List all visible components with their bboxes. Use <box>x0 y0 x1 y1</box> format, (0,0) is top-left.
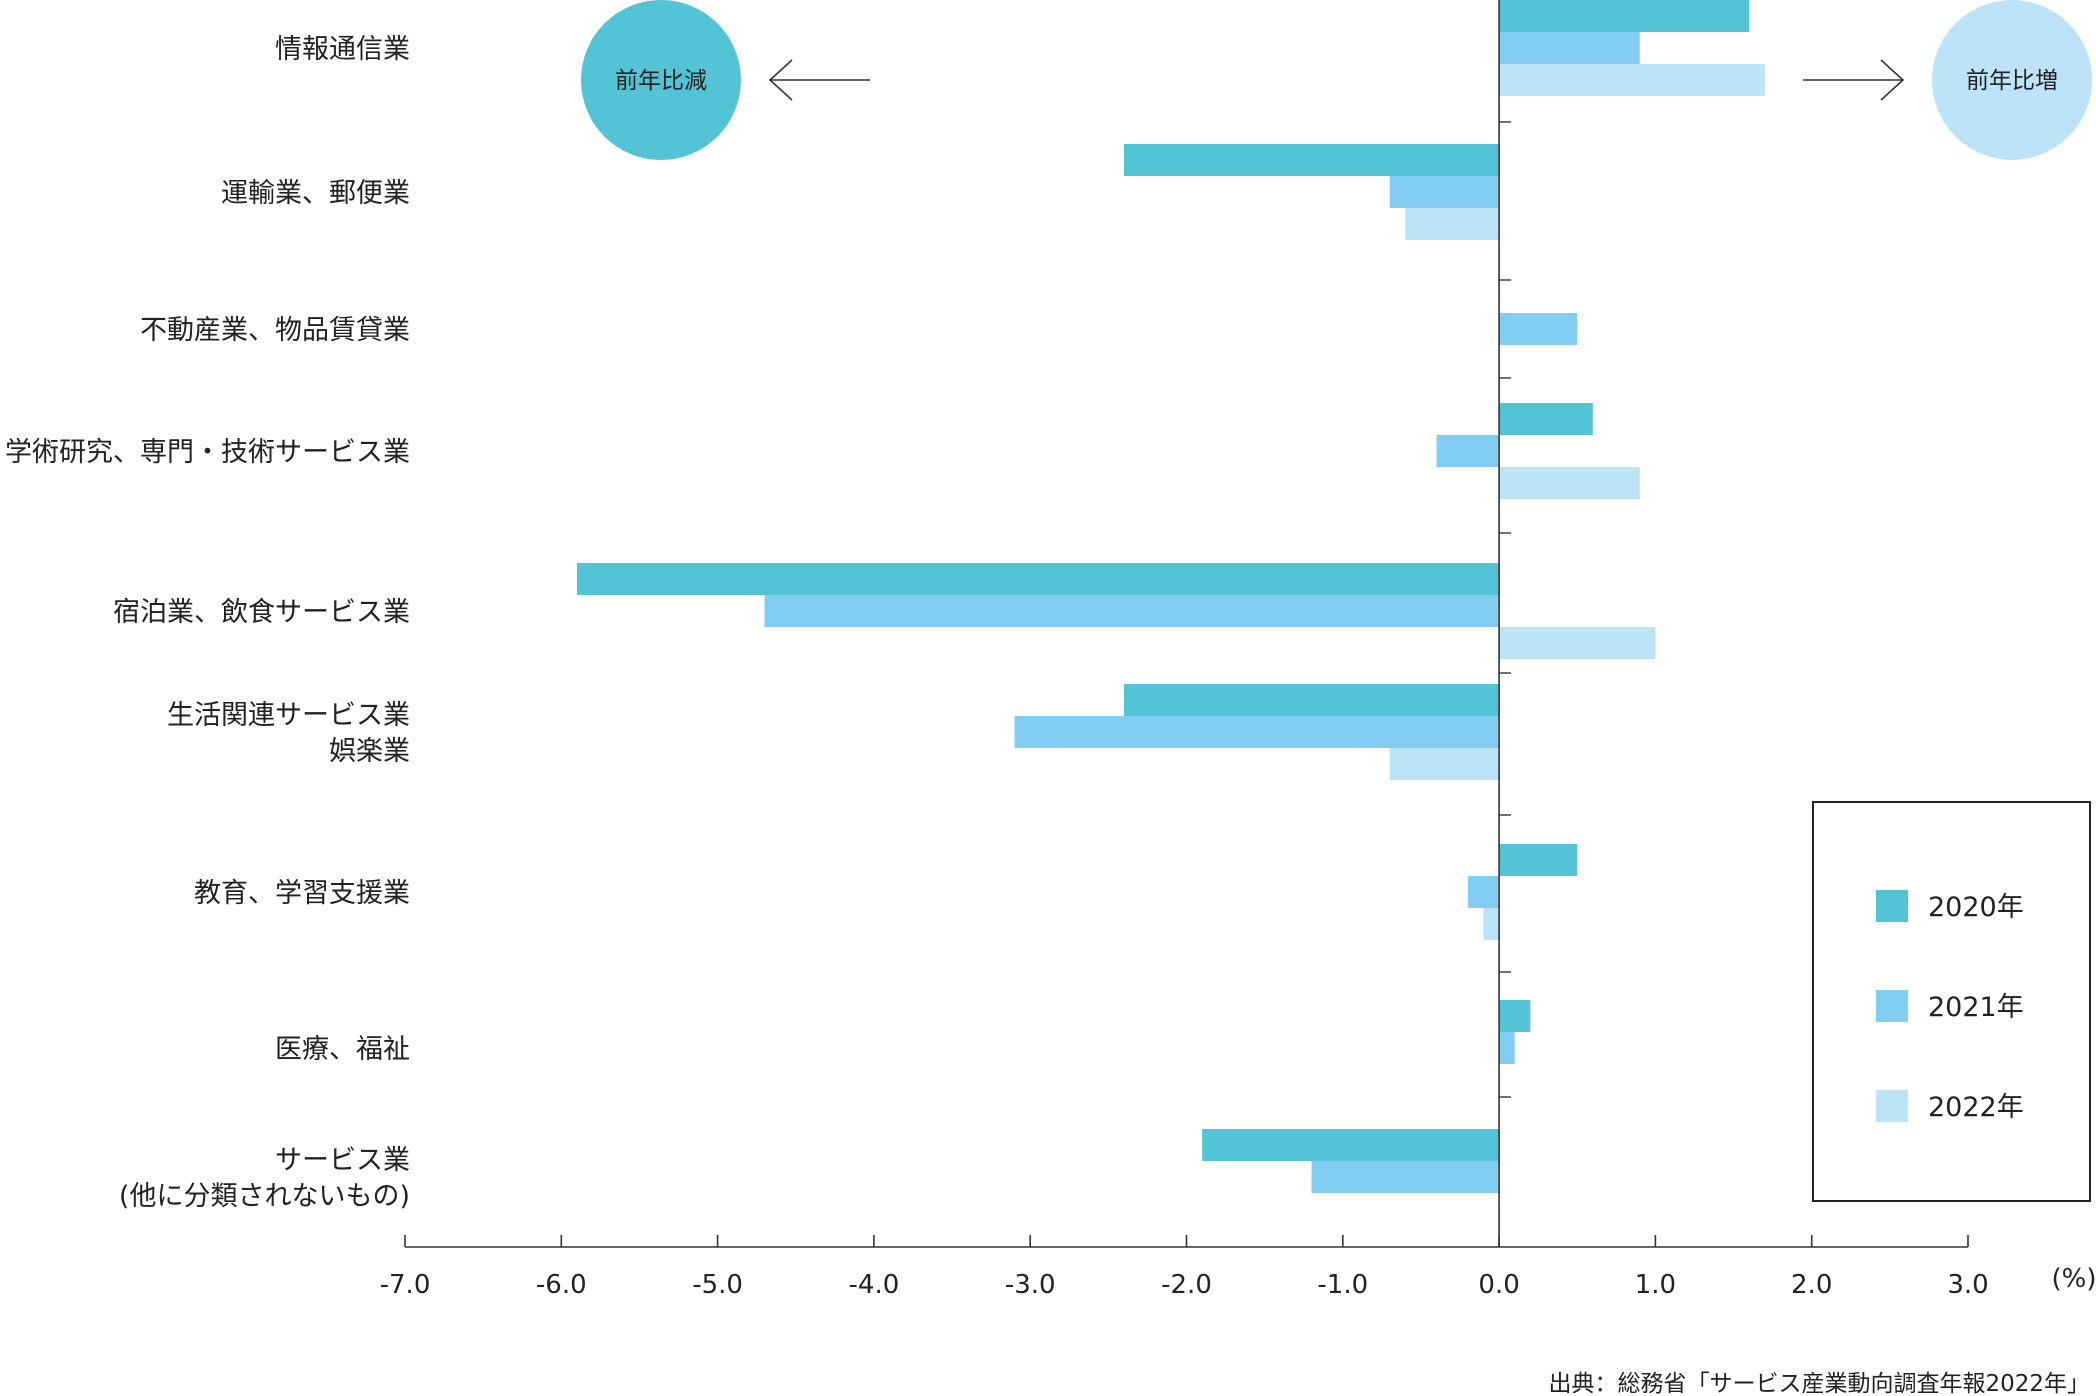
bar-2021年-2 <box>1499 313 1578 345</box>
x-tick-label-1: -6.0 <box>536 1270 587 1300</box>
category-label-3: 学術研究、専門・技術サービス業 <box>5 437 410 468</box>
x-tick-label-7: 0.0 <box>1478 1270 1519 1300</box>
axes-group: -7.0 -6.0 -5.0 -4.0 -3.0 -2.0 -1.0 0.0 1.0 2.0 3.0 <box>380 0 1989 1300</box>
x-tick-label-2: -5.0 <box>692 1270 743 1300</box>
bar-2022年-1 <box>1405 208 1500 240</box>
category-labels-group: 情報通信業運輸業、郵便業不動産業、物品賃貸業学術研究、専門・技術サービス業宿泊業… <box>5 34 410 1212</box>
bar-2020年-4 <box>576 563 1500 595</box>
bar-2021年-1 <box>1389 176 1500 208</box>
category-label-8-1: (他に分類されないもの) <box>119 1181 410 1212</box>
category-label-8-0: サービス業 <box>275 1145 410 1176</box>
legend-swatch-2020 <box>1876 890 1908 922</box>
bar-2020年-5 <box>1123 684 1500 716</box>
left-arrow-icon <box>768 59 870 101</box>
bar-2022年-6 <box>1483 908 1500 940</box>
increase-bubble <box>1932 0 2092 160</box>
bar-2021年-6 <box>1467 876 1500 908</box>
category-label-5-1: 娯楽業 <box>329 736 410 767</box>
bar-2021年-0 <box>1499 32 1640 64</box>
legend-swatch-2022 <box>1876 1090 1908 1122</box>
category-label-2: 不動産業、物品賃貸業 <box>140 315 410 346</box>
legend-swatch-2021 <box>1876 990 1908 1022</box>
category-label-0: 情報通信業 <box>275 34 410 65</box>
bar-2022年-0 <box>1499 64 1765 96</box>
x-tick-label-5: -2.0 <box>1161 1270 1212 1300</box>
bar-2020年-3 <box>1499 403 1593 435</box>
x-axis-unit: (%) <box>2052 1264 2096 1294</box>
bar-2022年-3 <box>1499 467 1640 499</box>
x-tick-label-10: 3.0 <box>1947 1270 1988 1300</box>
bar-2021年-5 <box>1014 716 1500 748</box>
bar-2021年-4 <box>764 595 1500 627</box>
increase-label: 前年比増 <box>1966 68 2058 94</box>
bars-group <box>576 0 1765 1193</box>
right-arrow-icon <box>1803 59 1905 101</box>
x-tick-label-6: -1.0 <box>1317 1270 1368 1300</box>
bar-2020年-1 <box>1123 144 1500 176</box>
decrease-bubble <box>581 0 741 160</box>
category-label-5-0: 生活関連サービス業 <box>167 700 410 731</box>
x-tick-label-8: 1.0 <box>1635 1270 1676 1300</box>
increase-annotation: 前年比増 <box>1803 0 2092 160</box>
x-tick-label-4: -3.0 <box>1005 1270 1056 1300</box>
legend-label-2020: 2020年 <box>1928 892 2024 923</box>
bar-2020年-7 <box>1499 1000 1531 1032</box>
category-label-1: 運輸業、郵便業 <box>221 178 410 209</box>
x-tick-label-9: 2.0 <box>1791 1270 1832 1300</box>
category-label-4: 宿泊業、飲食サービス業 <box>113 597 410 628</box>
decrease-label: 前年比減 <box>615 68 707 94</box>
bar-2020年-0 <box>1499 0 1750 32</box>
x-tick-label-3: -4.0 <box>849 1270 900 1300</box>
legend-box <box>1812 801 2091 1202</box>
bar-2022年-5 <box>1389 748 1500 780</box>
decrease-annotation: 前年比減 <box>581 0 870 160</box>
bar-2021年-7 <box>1499 1032 1515 1064</box>
bar-2020年-6 <box>1499 844 1578 876</box>
bar-2022年-4 <box>1499 627 1656 659</box>
source-note: 出典：総務省「サービス産業動向調査年報2022年」 <box>1548 1371 2090 1396</box>
bar-2020年-8 <box>1202 1129 1500 1161</box>
legend: 2020年 2021年 2022年 <box>1812 801 2091 1202</box>
category-label-7: 医療、福祉 <box>275 1034 410 1065</box>
x-tick-label-0: -7.0 <box>380 1270 431 1300</box>
legend-label-2022: 2022年 <box>1928 1092 2024 1123</box>
bar-2021年-3 <box>1436 435 1500 467</box>
legend-label-2021: 2021年 <box>1928 992 2024 1023</box>
category-label-6: 教育、学習支援業 <box>194 878 410 909</box>
bar-2021年-8 <box>1311 1161 1500 1193</box>
